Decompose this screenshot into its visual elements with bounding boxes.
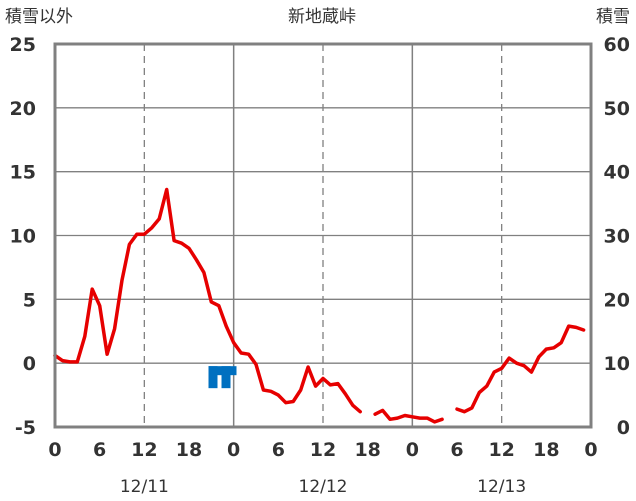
right-tick-label: 40 [604,162,630,184]
chart-title: 新地蔵峠 [288,7,356,27]
date-label: 12/11 [120,477,169,497]
x-tick-label: 12 [131,439,157,461]
x-tick-label: 6 [272,439,285,461]
date-label: 12/12 [299,477,348,497]
left-tick-label: -5 [15,417,36,439]
x-tick-label: 0 [227,439,240,461]
x-tick-label: 0 [48,439,61,461]
snow-bar-right-leg [221,366,231,389]
snow-bar-left-leg [208,366,218,389]
x-tick-label: 12 [310,439,336,461]
left-tick-label: 25 [10,34,36,56]
marker-layer [208,366,237,389]
date-label: 12/13 [477,477,526,497]
x-tick-label: 18 [533,439,559,461]
snow-bar-icon [208,366,237,389]
right-tick-label: 50 [604,98,630,120]
right-tick-label: 30 [604,226,630,248]
x-tick-label: 6 [450,439,463,461]
x-axis-ticks: 0 6 12 18 0 6 12 18 0 6 12 18 0 [48,439,597,461]
x-tick-label: 12 [488,439,514,461]
x-tick-label: 18 [354,439,380,461]
left-axis-ticks: 25 20 15 10 5 0 -5 [10,34,36,439]
plot-frame [53,42,593,429]
right-tick-label: 20 [604,289,630,311]
temperature-line [455,324,586,414]
left-tick-label: 5 [23,289,36,311]
left-tick-label: 10 [10,226,36,248]
right-axis-label: 積雪 [596,7,630,27]
right-tick-label: 0 [617,417,630,439]
left-tick-label: 20 [10,98,36,120]
right-axis-ticks: 60 50 40 30 20 10 0 [604,34,630,439]
temperature-line [373,408,444,424]
x-tick-label: 0 [584,439,597,461]
x-tick-label: 6 [93,439,106,461]
left-tick-label: 15 [10,162,36,184]
temperature-line [53,187,362,414]
date-labels: 12/11 12/12 12/13 [120,477,526,497]
right-tick-label: 10 [604,353,630,375]
right-tick-label: 60 [604,34,630,56]
left-axis-label: 積雪以外 [5,7,73,27]
x-tick-label: 18 [176,439,202,461]
x-tick-label: 0 [406,439,419,461]
left-tick-label: 0 [23,353,36,375]
